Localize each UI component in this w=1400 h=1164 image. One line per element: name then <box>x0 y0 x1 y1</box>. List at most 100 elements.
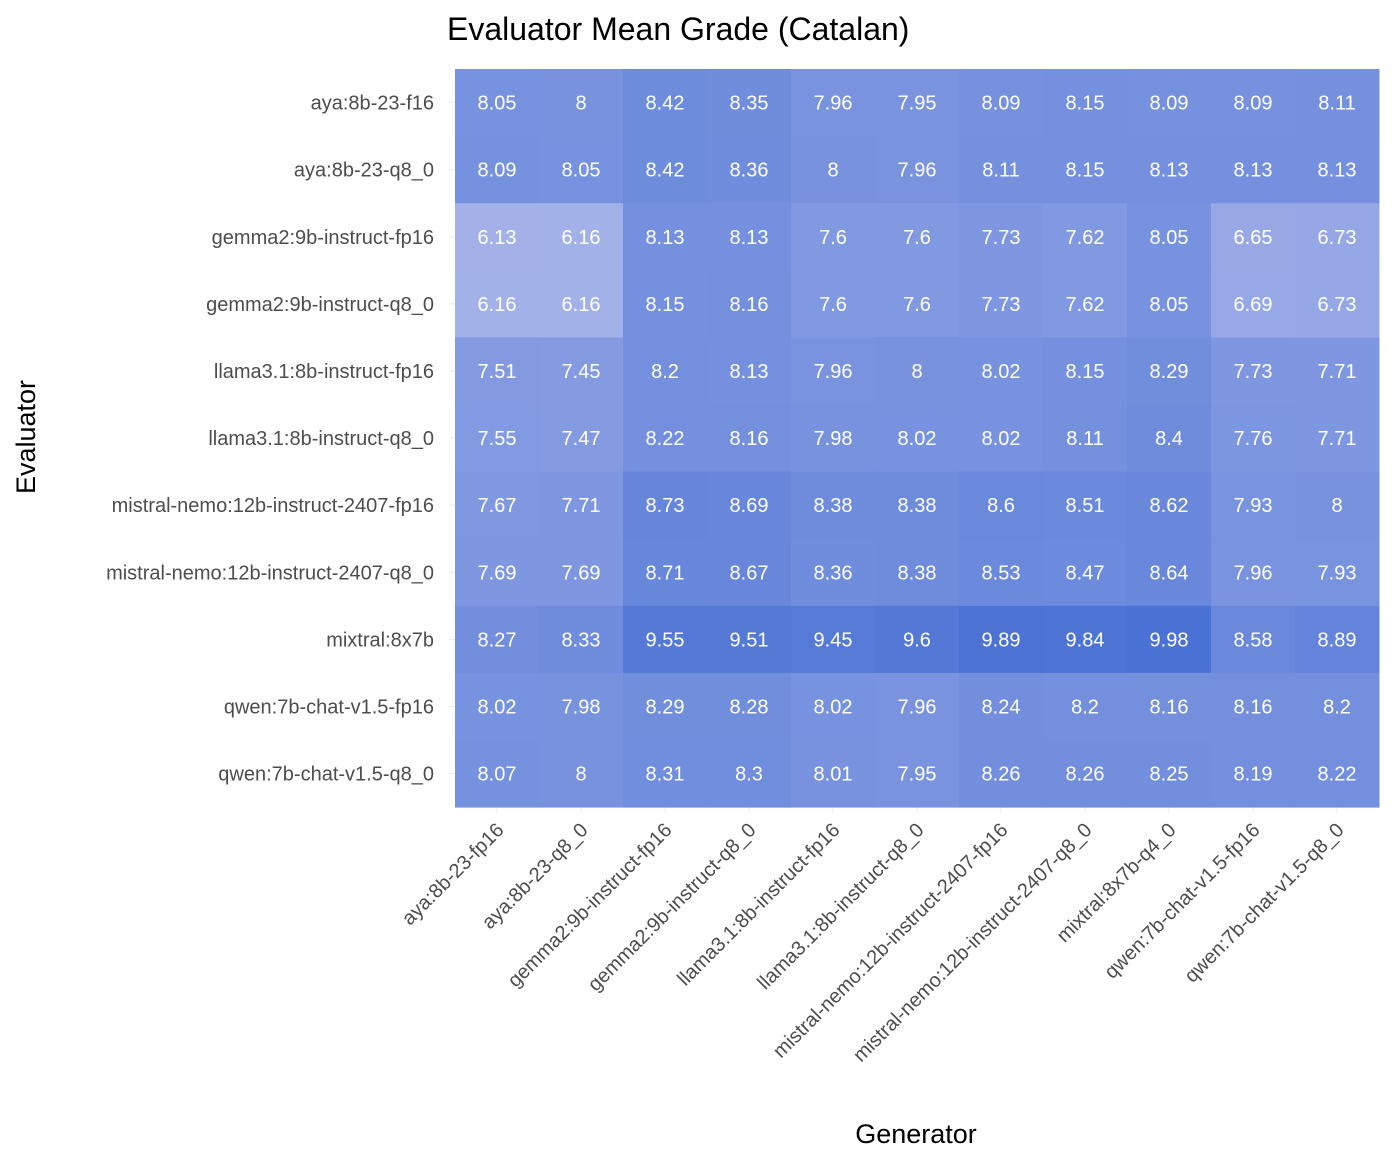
heatmap-cell <box>791 538 876 607</box>
cell-value-label: 8.26 <box>982 764 1021 786</box>
heatmap-cell <box>623 270 708 338</box>
heatmap-cell <box>959 404 1044 473</box>
heatmap-cell <box>1211 203 1296 271</box>
heatmap-cell <box>1043 136 1128 204</box>
cell-value-label: 7.62 <box>1066 294 1105 316</box>
x-tick-label: llama3.1:8b-instruct-fp16 <box>673 819 844 990</box>
heatmap-cell <box>623 471 708 540</box>
heatmap-cell <box>1295 471 1380 540</box>
cell-value-label: 8.29 <box>646 696 685 718</box>
cell-value-label: 8.16 <box>1234 696 1273 718</box>
cell-value-label: 7.95 <box>898 93 937 115</box>
heatmap-cell <box>959 136 1044 204</box>
cell-value-label: 8.13 <box>1318 160 1357 182</box>
cell-value-label: 7.69 <box>562 562 601 584</box>
y-tick-label: gemma2:9b-instruct-fp16 <box>212 227 434 249</box>
heatmap-cell <box>791 404 876 473</box>
cell-value-label: 8.33 <box>562 629 601 651</box>
cell-value-label: 7.6 <box>903 227 931 249</box>
heatmap-cell <box>1295 337 1380 405</box>
heatmap-cell <box>791 605 876 674</box>
cell-value-label: 9.51 <box>730 629 769 651</box>
cell-value-label: 7.96 <box>898 160 937 182</box>
cell-value-label: 8.09 <box>478 160 517 182</box>
y-axis-tick-labels: aya:8b-23-f16 aya:8b-23-q8_0 gemma2:9b-ins… <box>106 93 434 786</box>
cell-value-label: 8.13 <box>730 361 769 383</box>
cell-value-label: 6.16 <box>478 294 517 316</box>
y-tick-label: gemma2:9b-instruct-q8_0 <box>206 294 434 316</box>
cell-value-label: 8 <box>575 93 586 115</box>
cell-value-label: 6.16 <box>562 227 601 249</box>
cell-value-label: 8.02 <box>898 428 937 450</box>
heatmap-cell <box>875 740 960 808</box>
cell-value-label: 8.05 <box>478 93 517 115</box>
cell-value-label: 8.11 <box>1318 93 1355 115</box>
heatmap-cell <box>539 605 624 674</box>
cell-value-label: 8.05 <box>1150 294 1189 316</box>
cell-value-label: 8.15 <box>1066 93 1105 115</box>
cell-value-label: 7.62 <box>1066 227 1105 249</box>
cell-value-label: 8.13 <box>646 227 685 249</box>
cell-value-label: 8.22 <box>1318 764 1357 786</box>
cell-value-label: 9.55 <box>646 629 685 651</box>
heatmap-cell <box>623 136 708 204</box>
heatmap-cell <box>707 471 792 540</box>
cell-value-label: 8.28 <box>730 696 769 718</box>
cell-value-label: 8.42 <box>646 93 685 115</box>
cell-value-label: 9.45 <box>814 629 853 651</box>
cell-value-label: 6.16 <box>562 294 601 316</box>
heatmap-cell <box>1043 404 1128 473</box>
heatmap-cell <box>1043 605 1128 674</box>
heatmap-cell <box>875 136 960 204</box>
heatmap-cell <box>707 270 792 338</box>
heatmap-cell <box>959 740 1044 808</box>
heatmap-cell <box>623 404 708 473</box>
heatmap-cell <box>455 337 540 405</box>
heatmap-cell <box>1127 605 1212 674</box>
heatmap-cell <box>875 672 960 741</box>
y-axis-title: Evaluator <box>11 380 41 494</box>
cell-value-label: 8.3 <box>735 764 763 786</box>
cell-value-label: 8.09 <box>1150 93 1189 115</box>
cell-value-label: 8.6 <box>987 495 1015 517</box>
cell-value-label: 8.26 <box>1066 764 1105 786</box>
y-tick-label: mistral-nemo:12b-instruct-2407-q8_0 <box>106 562 434 584</box>
x-axis-title: Generator <box>855 1119 977 1149</box>
cell-value-label: 8.16 <box>730 294 769 316</box>
heatmap-cells <box>455 69 1380 808</box>
cell-value-label: 8.51 <box>1066 495 1105 517</box>
heatmap-cell <box>707 605 792 674</box>
cell-value-label: 8.11 <box>982 160 1019 182</box>
heatmap-cell <box>707 203 792 271</box>
heatmap-cell <box>1211 471 1296 540</box>
heatmap-cell <box>707 740 792 808</box>
heatmap-cell <box>539 672 624 741</box>
heatmap-cell <box>1295 404 1380 473</box>
cell-value-label: 8.31 <box>646 764 685 786</box>
heatmap-cell <box>1295 270 1380 338</box>
heatmap-cell <box>455 404 540 473</box>
cell-value-label: 7.47 <box>562 428 601 450</box>
heatmap-cell <box>1043 740 1128 808</box>
cell-value-label: 8.07 <box>478 764 517 786</box>
cell-value-label: 8.02 <box>478 696 517 718</box>
cell-value-label: 7.73 <box>982 294 1021 316</box>
heatmap-cell <box>1295 740 1380 808</box>
heatmap-cell <box>1295 203 1380 271</box>
cell-value-label: 8.38 <box>898 562 937 584</box>
heatmap-cell <box>1295 69 1380 137</box>
heatmap-cell <box>791 69 876 137</box>
y-tick-label: qwen:7b-chat-v1.5-fp16 <box>224 696 434 718</box>
y-tick-label: mixtral:8x7b <box>326 629 434 651</box>
y-tick-label: qwen:7b-chat-v1.5-q8_0 <box>218 764 434 786</box>
cell-value-label: 8.89 <box>1318 629 1357 651</box>
heatmap-cell <box>1211 69 1296 137</box>
cell-value-label: 8.24 <box>982 696 1021 718</box>
heatmap-cell <box>623 337 708 405</box>
cell-value-label: 8.53 <box>982 562 1021 584</box>
heatmap-cell <box>959 672 1044 741</box>
x-tick-label: gemma2:9b-instruct-q8_0 <box>584 819 761 996</box>
heatmap-cell <box>1211 740 1296 808</box>
x-axis-tick-labels: aya:8b-23-fp16aya:8b-23-q8_0gemma2:9b-in… <box>398 819 1349 1066</box>
cell-value-label: 7.98 <box>562 696 601 718</box>
